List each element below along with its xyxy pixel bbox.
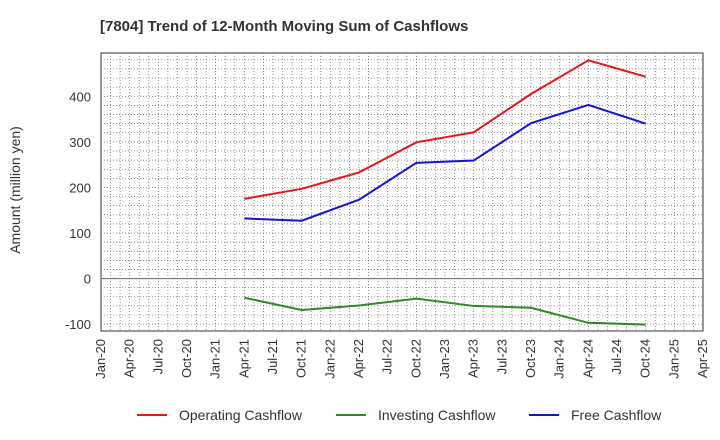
- legend: Operating Cashflow Investing Cashflow Free…: [137, 407, 662, 423]
- x-tick-label: Jan-20: [93, 339, 108, 379]
- x-tick-label: Oct-21: [294, 339, 309, 378]
- axes: -100 0 100 200 300 400 Jan-20 Apr-20 Jul-20 Oct-2…: [65, 89, 710, 378]
- x-tick-label: Jan-24: [552, 339, 567, 379]
- x-tick-label: Oct-23: [523, 339, 538, 378]
- legend-label: Operating Cashflow: [179, 407, 303, 423]
- series-lines: [244, 59, 646, 326]
- y-tick-label: 300: [69, 135, 91, 150]
- series-line-free-cashflow: [244, 103, 646, 222]
- x-tick-label: Oct-20: [179, 339, 194, 378]
- chart-title: [7804] Trend of 12-Month Moving Sum of C…: [100, 18, 468, 35]
- series-line-investing-cashflow: [244, 296, 646, 326]
- x-tick-label: Jul-21: [265, 339, 280, 374]
- x-tick-label: Oct-24: [638, 339, 653, 378]
- x-tick-label: Jul-24: [609, 339, 624, 374]
- x-tick-label: Jan-25: [666, 339, 681, 379]
- x-tick-label: Jul-20: [150, 339, 165, 374]
- x-tick-label: Apr-23: [466, 339, 481, 378]
- x-tick-label: Jan-23: [437, 339, 452, 379]
- x-tick-label: Jul-22: [380, 339, 395, 374]
- y-tick-label: 100: [69, 226, 91, 241]
- x-tick-label: Apr-25: [695, 339, 710, 378]
- grid: [100, 52, 704, 332]
- x-tick-label: Jan-22: [322, 339, 337, 379]
- x-tick-label: Jul-23: [494, 339, 509, 374]
- plot-area: [100, 52, 704, 332]
- x-tick-label: Jan-21: [208, 339, 223, 379]
- y-axis-label: Amount (million yen): [7, 126, 23, 254]
- x-tick-label: Oct-22: [408, 339, 423, 378]
- y-tick-label: 400: [69, 89, 91, 104]
- x-tick-label: Apr-20: [122, 339, 137, 378]
- y-tick-label: 0: [84, 272, 91, 287]
- x-tick-label: Apr-22: [351, 339, 366, 378]
- series-line-operating-cashflow: [244, 59, 646, 200]
- y-tick-label: 200: [69, 180, 91, 195]
- y-tick-label: -100: [65, 317, 91, 332]
- legend-label: Investing Cashflow: [378, 407, 496, 423]
- x-tick-label: Apr-24: [580, 339, 595, 378]
- legend-label: Free Cashflow: [571, 407, 662, 423]
- x-tick-label: Apr-21: [236, 339, 251, 378]
